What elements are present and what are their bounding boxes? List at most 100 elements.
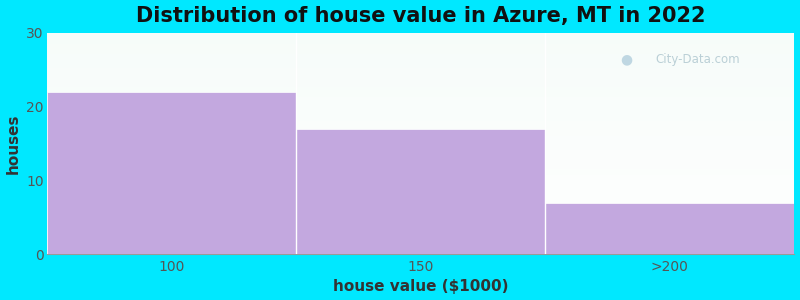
Bar <box>46 173 794 175</box>
Bar <box>46 148 794 149</box>
Bar <box>46 168 794 169</box>
Bar <box>46 58 794 59</box>
Bar <box>46 33 794 34</box>
Bar <box>46 175 794 176</box>
Bar <box>46 95 794 96</box>
Bar <box>46 136 794 137</box>
Bar <box>46 117 794 118</box>
Bar <box>46 190 794 191</box>
Y-axis label: houses: houses <box>6 113 21 174</box>
Bar <box>46 229 794 230</box>
Bar <box>46 224 794 226</box>
Bar <box>46 45 794 46</box>
Bar <box>46 194 794 196</box>
Bar <box>46 40 794 41</box>
Bar <box>46 251 794 252</box>
Bar <box>46 128 794 129</box>
X-axis label: house value ($1000): house value ($1000) <box>333 279 508 294</box>
Bar <box>46 150 794 151</box>
Bar <box>46 125 794 126</box>
Bar <box>46 160 794 161</box>
Bar <box>46 71 794 73</box>
Bar <box>46 201 794 202</box>
Bar <box>46 180 794 181</box>
Bar <box>46 126 794 127</box>
Bar <box>46 50 794 52</box>
Bar <box>46 179 794 180</box>
Bar <box>46 247 794 248</box>
Bar <box>46 248 794 249</box>
Bar <box>46 152 794 154</box>
Bar <box>46 209 794 210</box>
Bar <box>46 78 794 79</box>
Bar <box>46 219 794 220</box>
Bar <box>46 178 794 179</box>
Bar <box>46 198 794 199</box>
Bar <box>46 236 794 237</box>
Bar <box>46 49 794 50</box>
Bar <box>46 147 794 148</box>
Bar <box>46 131 794 132</box>
Bar <box>46 44 794 45</box>
Bar <box>46 228 794 229</box>
Bar <box>46 177 794 178</box>
Bar <box>46 199 794 200</box>
Bar <box>46 66 794 67</box>
Bar <box>46 230 794 231</box>
Bar <box>46 238 794 239</box>
Bar <box>46 73 794 74</box>
Bar <box>46 81 794 83</box>
Bar <box>46 146 794 147</box>
Bar <box>46 239 794 240</box>
Bar <box>46 116 794 117</box>
Bar <box>46 149 794 150</box>
Bar <box>46 96 794 97</box>
Bar <box>46 54 794 55</box>
Bar <box>46 134 794 135</box>
Bar <box>46 158 794 159</box>
Bar <box>46 114 794 115</box>
Bar <box>46 84 794 85</box>
Bar <box>46 210 794 211</box>
Bar <box>46 161 794 162</box>
Bar <box>46 241 794 242</box>
Bar <box>46 98 794 99</box>
Bar <box>46 74 794 75</box>
Bar <box>46 97 794 98</box>
Bar <box>46 85 794 86</box>
Bar <box>46 118 794 119</box>
Bar <box>46 61 794 63</box>
Bar <box>46 105 794 106</box>
Bar <box>46 234 794 236</box>
Bar <box>46 223 794 224</box>
Bar <box>46 197 794 198</box>
Bar <box>46 34 794 35</box>
Bar <box>46 232 794 233</box>
Bar <box>46 154 794 156</box>
Bar <box>46 68 794 69</box>
Bar <box>46 182 794 183</box>
Bar <box>46 231 794 232</box>
Bar <box>46 119 794 120</box>
Bar <box>46 86 794 87</box>
Bar <box>46 221 794 222</box>
Bar <box>46 202 794 203</box>
Bar <box>46 99 794 100</box>
Bar <box>46 233 794 234</box>
Bar <box>46 79 794 80</box>
Bar <box>46 87 794 88</box>
Bar <box>46 164 794 165</box>
Bar <box>46 110 794 111</box>
Bar <box>46 138 794 139</box>
Bar <box>46 122 794 124</box>
Bar <box>46 69 794 70</box>
Bar <box>46 187 794 188</box>
Bar <box>46 100 794 101</box>
Bar <box>46 76 794 77</box>
Bar <box>46 82 794 84</box>
Bar <box>46 170 794 171</box>
Bar <box>46 112 794 114</box>
Bar <box>296 129 545 254</box>
Bar <box>46 222 794 223</box>
Bar <box>46 139 794 140</box>
